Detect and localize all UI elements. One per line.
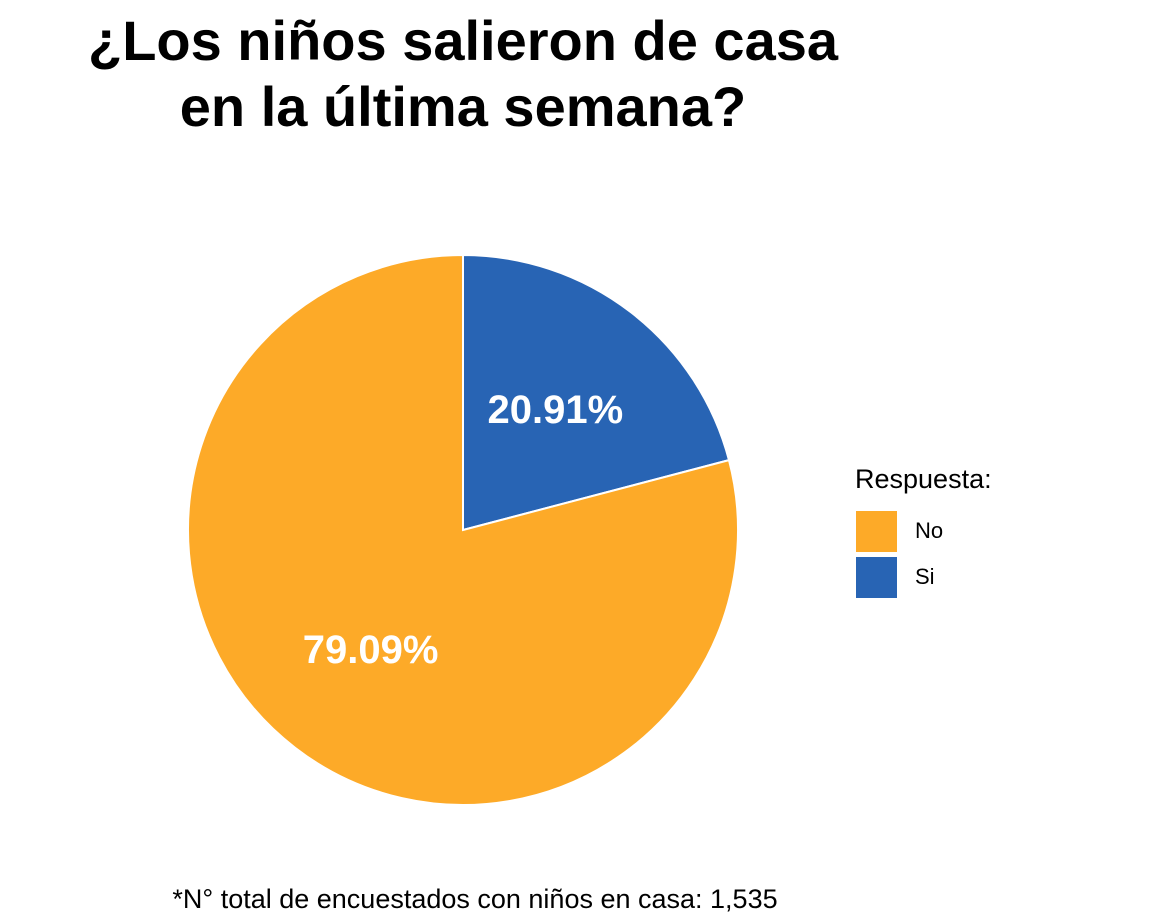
pie-slice-no <box>187 253 739 806</box>
legend-item-no: No <box>855 508 1055 554</box>
pie-slice-si <box>462 253 731 532</box>
legend-swatch-si <box>855 555 898 599</box>
legend-label-no: No <box>915 518 944 543</box>
legend-title: Respuesta: <box>855 464 992 494</box>
chart-caption: *N° total de encuestados con niños en ca… <box>172 884 778 914</box>
legend-item-si: Si <box>855 554 1055 600</box>
pie-label-si: 20.91% <box>488 388 624 432</box>
pie-label-no: 79.09% <box>303 628 439 672</box>
chart-title-line-2: en la última semana? <box>179 75 747 138</box>
legend: Respuesta: No Si <box>855 462 1055 600</box>
chart-title: ¿Los niños salieron de casa en la última… <box>0 8 926 140</box>
chart-title-line-1: ¿Los niños salieron de casa <box>87 9 838 72</box>
legend-swatch-no <box>855 509 898 553</box>
legend-label-si: Si <box>915 564 935 589</box>
